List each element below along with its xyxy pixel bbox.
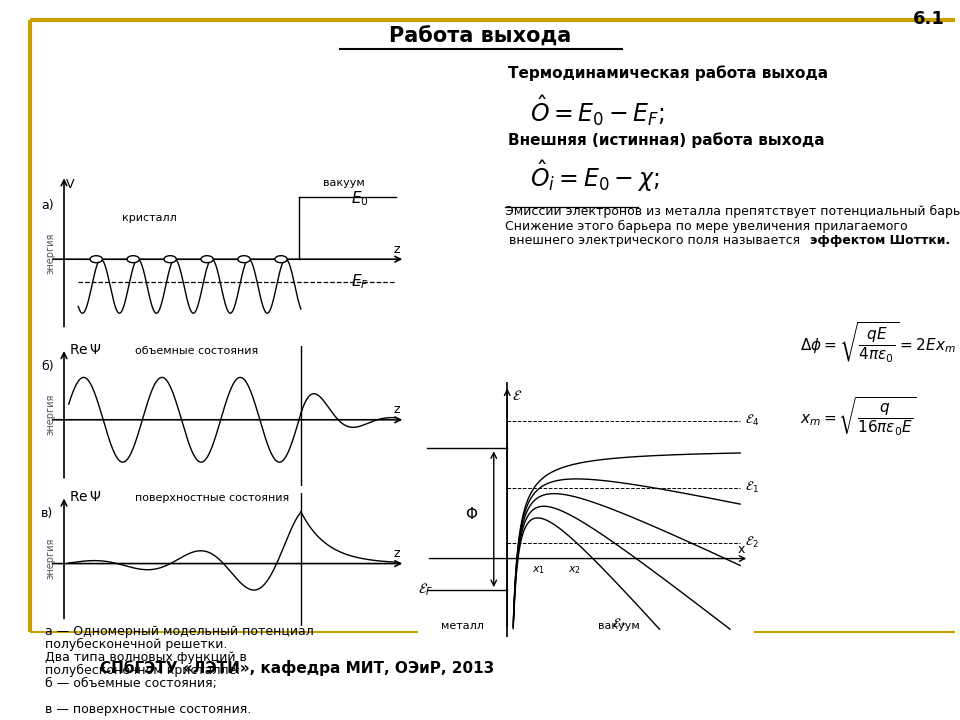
Circle shape [127, 256, 139, 263]
Text: $x_1$: $x_1$ [532, 564, 545, 576]
Text: $\hat{O}_i = E_0 - \chi;$: $\hat{O}_i = E_0 - \chi;$ [530, 159, 660, 194]
Text: а — Одномерный модельный потенциал: а — Одномерный модельный потенциал [45, 625, 314, 638]
Circle shape [201, 256, 213, 263]
Text: 6.1: 6.1 [913, 10, 945, 28]
Text: энергия: энергия [46, 233, 56, 274]
Text: x: x [737, 543, 745, 556]
Text: энергия: энергия [46, 394, 56, 435]
Text: поверхностные состояния: поверхностные состояния [135, 492, 289, 503]
Circle shape [90, 256, 103, 263]
Text: вакуум: вакуум [323, 179, 365, 189]
Text: а): а) [41, 199, 54, 212]
Text: z: z [394, 243, 400, 256]
Text: вакуум: вакуум [598, 621, 640, 631]
Text: $\mathcal{E}_4$: $\mathcal{E}_4$ [745, 413, 758, 428]
Text: z: z [394, 402, 400, 415]
Text: $E_0$: $E_0$ [350, 189, 369, 208]
Text: z: z [394, 546, 400, 560]
Text: объемные состояния: объемные состояния [135, 346, 258, 356]
Text: $\mathcal{E}_1$: $\mathcal{E}_1$ [745, 480, 758, 495]
Text: энергия: энергия [46, 538, 56, 579]
Text: б — объемные состояния;: б — объемные состояния; [45, 677, 217, 690]
Text: кристалл: кристалл [122, 213, 177, 223]
Text: СПбГЭТУ «ЛЭТИ», кафедра МИТ, ОЭиР, 2013: СПбГЭТУ «ЛЭТИ», кафедра МИТ, ОЭиР, 2013 [100, 660, 494, 676]
Text: эффектом Шоттки.: эффектом Шоттки. [810, 234, 950, 247]
Text: Работа выхода: Работа выхода [389, 26, 571, 46]
Text: в — поверхностные состояния.: в — поверхностные состояния. [45, 703, 252, 716]
Text: в): в) [41, 507, 54, 520]
Text: $E_F$: $E_F$ [350, 273, 369, 292]
Text: $x_2$: $x_2$ [568, 564, 581, 576]
Text: $\mathcal{E}_2$: $\mathcal{E}_2$ [745, 535, 758, 550]
Text: $\Delta\phi = \sqrt{\dfrac{qE}{4\pi\epsilon_0}} = 2Ex_m$: $\Delta\phi = \sqrt{\dfrac{qE}{4\pi\epsi… [800, 320, 956, 364]
Text: $\mathcal{E}_F$: $\mathcal{E}_F$ [418, 582, 433, 598]
Text: Внешняя (истинная) работа выхода: Внешняя (истинная) работа выхода [508, 132, 825, 148]
Text: $\mathcal{E}$: $\mathcal{E}$ [512, 390, 522, 403]
Text: Эмиссии электронов из металла препятствует потенциальный барьер.: Эмиссии электронов из металла препятству… [505, 205, 960, 218]
Text: $x_m = \sqrt{\dfrac{q}{16\pi\epsilon_0 E}}$: $x_m = \sqrt{\dfrac{q}{16\pi\epsilon_0 E… [800, 395, 917, 437]
Circle shape [238, 256, 251, 263]
Text: полубесконечном кристалле:: полубесконечном кристалле: [45, 664, 241, 677]
Text: металл: металл [441, 621, 484, 631]
Circle shape [164, 256, 177, 263]
Text: полубесконечной решетки.: полубесконечной решетки. [45, 638, 228, 651]
Text: внешнего электрического поля называется: внешнего электрического поля называется [505, 234, 804, 247]
Text: $\mathrm{Re}\,\Psi$: $\mathrm{Re}\,\Psi$ [69, 490, 102, 504]
Text: Снижение этого барьера по мере увеличения прилагаемого: Снижение этого барьера по мере увеличени… [505, 220, 907, 233]
Circle shape [275, 256, 287, 263]
Text: V: V [66, 178, 75, 192]
Text: $\hat{O} = E_0 - E_F;$: $\hat{O} = E_0 - E_F;$ [530, 93, 665, 127]
Text: $\mathcal{E}_*$: $\mathcal{E}_*$ [612, 616, 627, 629]
Text: $\mathrm{Re}\,\Psi$: $\mathrm{Re}\,\Psi$ [69, 343, 102, 356]
Text: Два типа волновых функций в: Два типа волновых функций в [45, 651, 247, 664]
Text: б): б) [41, 360, 54, 373]
Text: $\Phi$: $\Phi$ [465, 506, 478, 522]
Text: Термодинамическая работа выхода: Термодинамическая работа выхода [508, 65, 828, 81]
